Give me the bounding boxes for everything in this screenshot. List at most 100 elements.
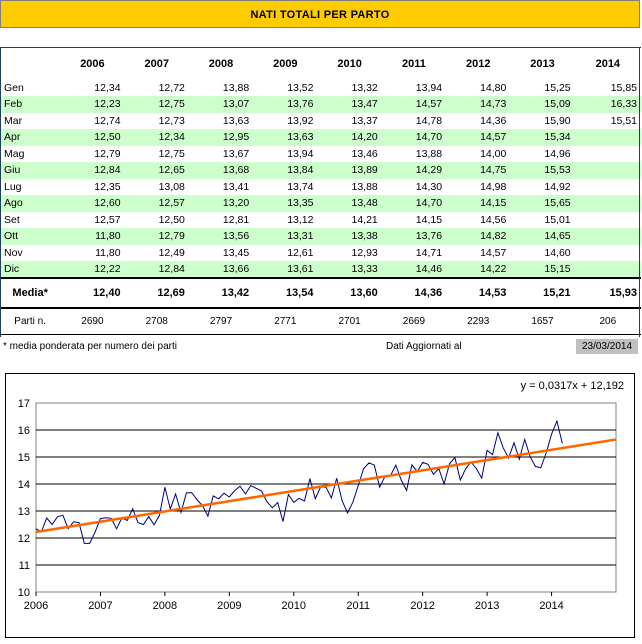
month-label: Apr — [0, 129, 61, 146]
x-tick-label: 2011 — [346, 600, 370, 612]
y-tick-label: 15 — [18, 452, 30, 464]
year-header: 2012 — [446, 47, 511, 80]
year-header: 2011 — [381, 47, 447, 80]
value-cell: 14,73 — [446, 96, 511, 113]
value-cell: 13,08 — [158, 180, 185, 193]
value-cell: 14,30 — [415, 180, 443, 193]
value-cell — [574, 261, 641, 278]
value-cell: 13,47 — [317, 96, 382, 113]
month-label: Gen — [4, 81, 24, 94]
value-cell: 14,70 — [381, 195, 447, 212]
corner-cell — [0, 47, 61, 80]
table-row: Ago 12,60 12,57 13,20 13,35 13,48 14,70 14,15 15… — [0, 195, 641, 212]
chart-frame — [5, 373, 635, 638]
month-label: Mag — [4, 147, 25, 160]
year-header-row: 2006 2007 2008 2009 2010 2011 2012 2013 2014 — [0, 47, 641, 80]
count-cell: 2797 — [188, 307, 254, 335]
value-cell: 12,60 — [60, 195, 125, 212]
value-cell: 14,57 — [480, 246, 507, 259]
average-cell: 14,36 — [381, 276, 447, 309]
count-cell: 1657 — [510, 307, 575, 335]
x-tick-label: 2013 — [475, 600, 499, 612]
value-cell: 13,46 — [351, 147, 378, 160]
value-cell: 13,68 — [188, 162, 254, 179]
year-header: 2013 — [510, 47, 575, 80]
value-cell: 12,72 — [158, 81, 185, 94]
value-cell: 15,53 — [510, 162, 575, 179]
value-cell: 14,56 — [480, 213, 507, 226]
y-tick-label: 14 — [18, 479, 30, 491]
value-cell: 14,60 — [544, 246, 571, 259]
value-cell: 12,79 — [94, 147, 121, 160]
table-row: Set 12,57 12,50 12,81 13,12 14,21 14,15 14,56 15… — [0, 212, 641, 229]
value-cell: 13,88 — [222, 81, 250, 94]
value-cell: 13,56 — [188, 228, 254, 245]
value-cell: 14,57 — [381, 96, 447, 113]
value-cell: 12,79 — [124, 228, 189, 245]
average-cell: 14,53 — [446, 276, 511, 309]
count-cell: 2669 — [381, 307, 447, 335]
value-cell: 13,94 — [287, 147, 314, 160]
table-row: Mag 12,79 12,75 13,67 13,94 13,46 13,88 14,00 14… — [0, 146, 641, 163]
value-cell — [574, 195, 641, 212]
footnote: * media ponderata per numero dei parti — [3, 341, 177, 352]
value-cell: 14,21 — [351, 213, 378, 226]
table-row: Ott 11,80 12,79 13,56 13,31 13,38 13,76 14,82 14… — [0, 228, 641, 245]
value-cell: 14,46 — [381, 261, 447, 278]
average-label: Media* — [0, 276, 61, 309]
value-cell: 14,75 — [446, 162, 511, 179]
value-cell — [575, 146, 641, 163]
value-cell: 12,22 — [60, 261, 125, 278]
average-cell: 12,69 — [124, 276, 189, 309]
table-row: Gen 12,34 12,72 13,88 13,52 13,32 13,94 14,80 15… — [0, 80, 641, 97]
trend-chart: 10 11 12 13 14 15 16 17 2006 2007 2008 2009 2010 2011… — [18, 380, 624, 612]
value-cell: 12,84 — [60, 162, 125, 179]
value-cell: 13,61 — [253, 261, 318, 278]
value-cell: 13,89 — [317, 162, 382, 179]
value-cell: 12,57 — [94, 213, 121, 226]
value-cell: 14,65 — [510, 228, 575, 245]
average-cell: 13,54 — [253, 276, 318, 309]
average-cell: 13,42 — [188, 276, 254, 309]
count-cell: 2701 — [317, 307, 382, 335]
value-cell: 15,85 — [610, 81, 637, 94]
value-cell: 12,84 — [124, 261, 189, 278]
value-cell: 16,33 — [574, 96, 641, 113]
value-cell — [574, 162, 641, 179]
value-cell: 13,94 — [415, 81, 443, 94]
count-cell: 2690 — [60, 307, 125, 335]
table-row: Apr 12,50 12,34 12,95 13,63 14,20 14,70 14,57 15… — [0, 129, 641, 146]
x-tick-label: 2008 — [153, 600, 177, 612]
month-label: Set — [4, 213, 20, 226]
count-cell: 2771 — [253, 307, 318, 335]
table-row: Nov 11,80 12,49 13,45 12,61 12,93 14,71 14,57 14… — [0, 245, 641, 262]
value-cell: 14,71 — [415, 246, 443, 259]
value-cell: 13,35 — [253, 195, 318, 212]
y-tick-label: 17 — [18, 398, 30, 410]
value-cell: 13,07 — [188, 96, 254, 113]
x-tick-label: 2010 — [282, 600, 306, 612]
table-row: Lug 12,35 13,08 13,41 13,74 13,88 14,30 14,98 14… — [0, 179, 641, 196]
year-header: 2007 — [124, 47, 189, 80]
value-cell: 13,32 — [351, 81, 378, 94]
value-cell: 12,95 — [188, 129, 254, 146]
value-cell: 13,37 — [351, 114, 378, 127]
value-cell: 15,15 — [510, 261, 575, 278]
value-cell: 11,80 — [95, 246, 121, 259]
value-cell: 13,74 — [287, 180, 314, 193]
value-cell: 12,65 — [124, 162, 189, 179]
value-cell: 15,65 — [510, 195, 575, 212]
average-cell: 13,60 — [317, 276, 382, 309]
value-cell — [574, 129, 641, 146]
value-cell: 14,92 — [544, 180, 571, 193]
value-cell: 15,01 — [544, 213, 571, 226]
value-cell: 13,84 — [253, 162, 318, 179]
month-label: Mar — [4, 114, 23, 127]
table-row: Giu 12,84 12,65 13,68 13,84 13,89 14,29 14,75 15… — [0, 162, 641, 179]
count-cell: 2293 — [446, 307, 511, 335]
month-label: Dic — [0, 261, 61, 278]
value-cell: 11,80 — [60, 228, 125, 245]
plot-area — [35, 402, 617, 593]
year-header: 2006 — [60, 47, 125, 80]
monthly-table: 2006 2007 2008 2009 2010 2011 2012 2013 2014 Gen… — [0, 47, 641, 335]
